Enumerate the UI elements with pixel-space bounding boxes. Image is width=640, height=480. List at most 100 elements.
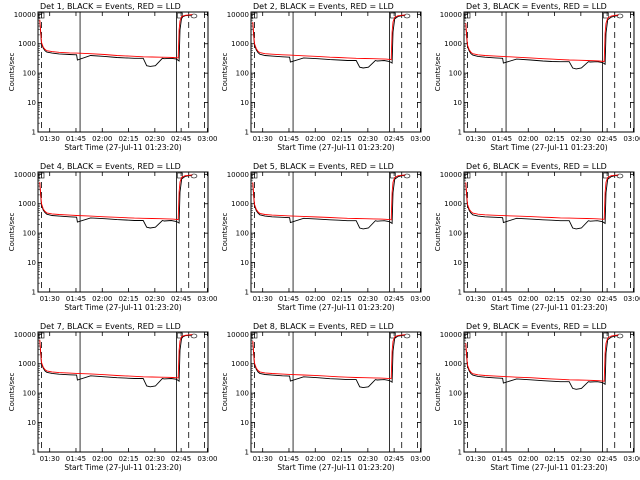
flag-marker	[464, 12, 471, 19]
y-tick-label: 10000	[14, 171, 36, 179]
x-axis-label: Start Time (27-Jul-11 01:23:20)	[490, 463, 607, 472]
x-tick-label: 02:15	[544, 295, 564, 303]
x-tick-label: 02:45	[597, 135, 617, 143]
series-line-events	[465, 174, 619, 230]
chart-title: Det 2, BLACK = Events, RED = LLD	[253, 2, 394, 11]
series-line-events	[465, 14, 619, 70]
flag-marker	[616, 173, 624, 179]
plot-frame	[463, 171, 635, 293]
detector-panel-6: Det 6, BLACK = Events, RED = LLD 1 10 100 10…	[434, 162, 640, 312]
x-tick-label: 01:30	[253, 135, 273, 143]
y-tick-label: 1000	[231, 200, 249, 208]
x-tick-label: 01:30	[466, 455, 486, 463]
x-tick-label: 02:00	[305, 295, 325, 303]
plot-frame	[37, 11, 209, 133]
series-line-events	[465, 334, 619, 390]
x-tick-label: 02:00	[518, 295, 538, 303]
series-line-lld	[252, 174, 406, 221]
x-tick-label: 03:00	[410, 295, 430, 303]
x-tick-label: 02:30	[571, 135, 591, 143]
flag-marker	[603, 332, 609, 339]
series-line-lld	[39, 174, 193, 221]
y-tick-label: 100	[23, 390, 36, 398]
x-tick-label: 03:00	[410, 135, 430, 143]
flag-marker	[390, 12, 396, 19]
flag-marker	[190, 173, 198, 179]
x-tick-label: 02:15	[331, 135, 351, 143]
y-tick-label: 100	[23, 230, 36, 238]
x-tick-label: 02:00	[518, 135, 538, 143]
flag-marker	[603, 12, 609, 19]
x-tick-label: 01:45	[279, 455, 299, 463]
x-tick-label: 01:30	[466, 295, 486, 303]
flag-marker	[251, 172, 258, 179]
x-tick-label: 01:45	[492, 295, 512, 303]
x-tick-label: 02:00	[518, 455, 538, 463]
y-tick-label: 1	[245, 449, 249, 457]
chart-title: Det 5, BLACK = Events, RED = LLD	[253, 162, 394, 171]
chart-title: Det 9, BLACK = Events, RED = LLD	[466, 322, 607, 331]
y-tick-label: 100	[23, 70, 36, 78]
x-axis-label: Start Time (27-Jul-11 01:23:20)	[64, 463, 181, 472]
flag-marker	[464, 332, 471, 339]
y-tick-label: 1000	[444, 40, 462, 48]
y-tick-label: 10000	[227, 11, 249, 19]
y-tick-label: 1000	[18, 40, 36, 48]
x-tick-label: 02:30	[571, 295, 591, 303]
flag-marker	[251, 332, 258, 339]
detector-panel-8: Det 8, BLACK = Events, RED = LLD 1 10 100 10…	[221, 322, 431, 472]
flag-marker	[390, 332, 396, 339]
flag-marker	[403, 13, 411, 19]
flag-marker	[464, 172, 471, 179]
detector-panel-1: Det 1, BLACK = Events, RED = LLD 1 10 100 10…	[8, 2, 218, 152]
x-tick-label: 02:00	[305, 455, 325, 463]
y-tick-label: 1000	[444, 360, 462, 368]
y-tick-label: 10000	[14, 11, 36, 19]
y-tick-label: 10	[453, 99, 462, 107]
series-line-lld	[465, 14, 619, 62]
y-tick-label: 100	[449, 70, 462, 78]
x-axis-label: Start Time (27-Jul-11 01:23:20)	[277, 143, 394, 152]
detector-panel-7: Det 7, BLACK = Events, RED = LLD 1 10 100 10…	[8, 322, 218, 472]
series-line-events	[39, 14, 193, 67]
x-tick-label: 01:45	[492, 455, 512, 463]
x-tick-label: 02:45	[384, 455, 404, 463]
detector-panel-2: Det 2, BLACK = Events, RED = LLD 1 10 100 10…	[221, 2, 431, 152]
flag-marker	[403, 333, 411, 339]
flag-marker	[38, 172, 45, 179]
x-tick-label: 02:30	[571, 455, 591, 463]
x-tick-label: 03:00	[623, 455, 640, 463]
chart-title: Det 7, BLACK = Events, RED = LLD	[40, 322, 181, 331]
x-tick-label: 02:30	[145, 455, 165, 463]
series-line-lld	[39, 14, 193, 59]
x-tick-label: 03:00	[623, 295, 640, 303]
series-line-events	[252, 14, 406, 69]
y-tick-label: 10000	[440, 171, 462, 179]
y-tick-label: 100	[236, 390, 249, 398]
x-tick-label: 02:15	[331, 455, 351, 463]
y-axis-label: Counts/sec	[8, 53, 16, 92]
y-axis-label: Counts/sec	[434, 53, 442, 92]
y-tick-label: 1	[458, 289, 462, 297]
y-tick-label: 1	[245, 289, 249, 297]
y-tick-label: 10	[27, 99, 36, 107]
x-tick-label: 02:30	[145, 295, 165, 303]
chart-title: Det 8, BLACK = Events, RED = LLD	[253, 322, 394, 331]
series-line-events	[252, 334, 406, 389]
x-tick-label: 03:00	[197, 455, 217, 463]
y-tick-label: 10000	[440, 11, 462, 19]
x-tick-label: 02:00	[92, 455, 112, 463]
flag-marker	[177, 172, 183, 179]
detector-panel-5: Det 5, BLACK = Events, RED = LLD 1 10 100 10…	[221, 162, 431, 312]
y-tick-label: 10	[453, 419, 462, 427]
plot-frame	[250, 331, 422, 453]
series-line-events	[39, 334, 193, 388]
chart-title: Det 3, BLACK = Events, RED = LLD	[466, 2, 607, 11]
chart-title: Det 4, BLACK = Events, RED = LLD	[40, 162, 181, 171]
x-tick-label: 02:15	[118, 135, 138, 143]
x-tick-label: 03:00	[197, 135, 217, 143]
x-tick-label: 02:30	[145, 135, 165, 143]
flag-marker	[190, 13, 198, 19]
x-tick-label: 02:45	[597, 295, 617, 303]
